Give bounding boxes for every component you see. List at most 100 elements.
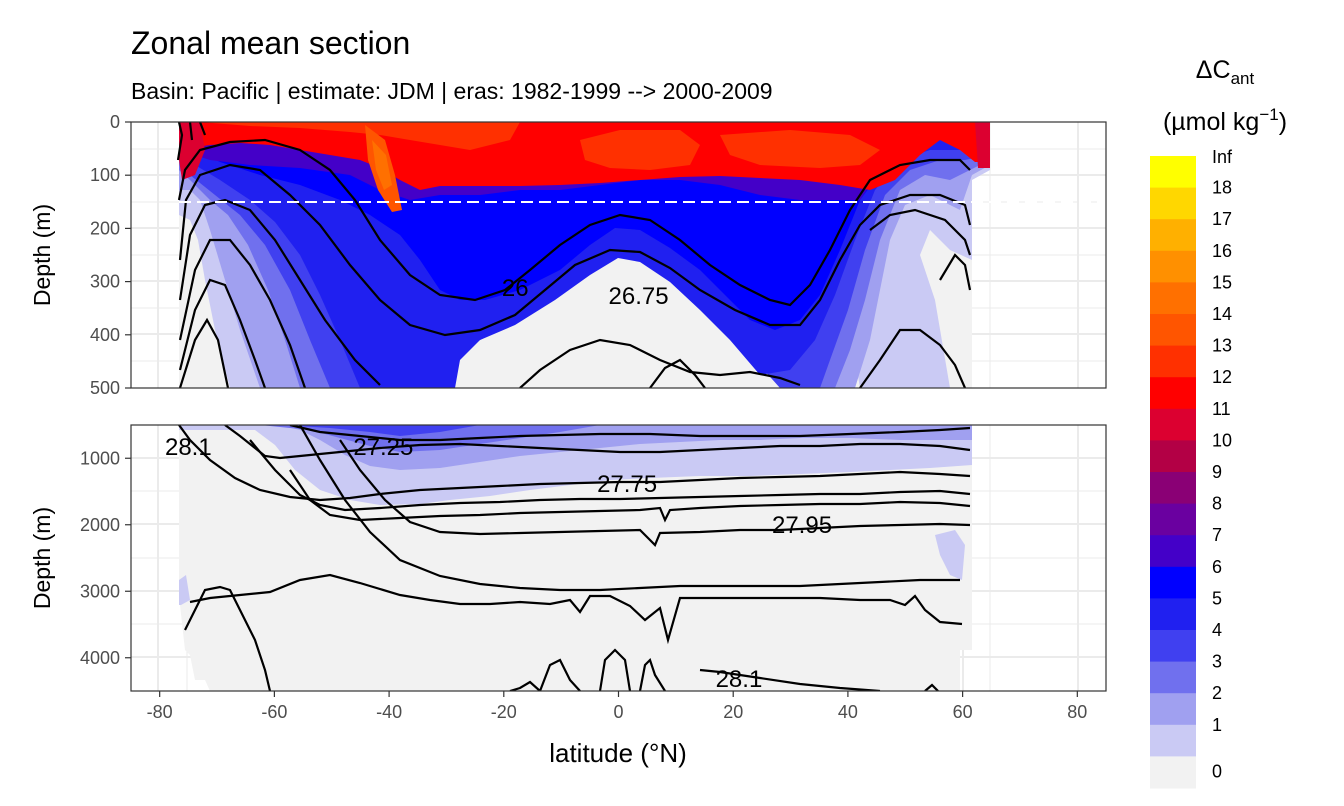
y-tick-label: 4000 <box>80 648 120 668</box>
legend-key-label: 3 <box>1212 652 1222 672</box>
contour-lower-3 <box>178 425 971 502</box>
legend-key-swatch <box>1150 345 1196 378</box>
legend-key-swatch <box>1150 503 1196 536</box>
x-tick-label: -20 <box>491 702 517 722</box>
legend: ΔCant (µmol kg−1) Inf1817161514131211109… <box>1150 56 1287 789</box>
legend-key-swatch <box>1150 156 1196 189</box>
legend-title-subscript: ant <box>1231 69 1255 88</box>
contour-label: 28.1 <box>165 434 212 461</box>
legend-key-swatch <box>1150 314 1196 347</box>
x-tick-label: -60 <box>261 702 287 722</box>
contour-label: 26.75 <box>609 283 669 310</box>
contour-lower-10 <box>538 658 581 691</box>
contour-lower-12 <box>699 668 881 691</box>
contour-upper-1 <box>177 138 971 307</box>
legend-key-label: 12 <box>1212 367 1232 387</box>
legend-title-main: ΔC <box>1196 56 1231 84</box>
legend-key-label: 11 <box>1212 399 1231 419</box>
legend-key-swatch <box>1150 756 1196 789</box>
contour-upper-9 <box>939 253 972 291</box>
y-tick-label: 1000 <box>80 448 120 468</box>
legend-key-label: 7 <box>1212 525 1222 545</box>
legend-key-swatch <box>1150 187 1196 220</box>
legend-key-label: 5 <box>1212 588 1222 608</box>
legend-key-swatch <box>1150 693 1196 726</box>
lower-heatmap-fill <box>179 425 972 691</box>
legend-key-label: 1 <box>1212 715 1222 735</box>
contour-label: 26 <box>502 275 529 302</box>
upper-contours <box>176 122 972 388</box>
legend-key-label: 2 <box>1212 683 1222 703</box>
lower-contour-labels: 28.1 27.25 27.75 27.95 28.1 <box>165 434 832 693</box>
legend-title: ΔCant <box>1196 56 1255 88</box>
x-axis-label: latitude (°N) <box>549 738 687 768</box>
legend-unit-suffix: ) <box>1279 108 1287 136</box>
contour-lower-13 <box>924 683 939 691</box>
contour-upper-8 <box>859 328 967 388</box>
y-axis-label-lower: Depth (m) <box>29 507 55 609</box>
legend-key-swatch <box>1150 408 1196 441</box>
x-axis: -80 -60 -40 -20 0 20 40 60 80 <box>147 691 1087 722</box>
lower-y-axis: 1000 2000 3000 4000 <box>80 448 131 668</box>
contour-lower-1 <box>289 425 971 442</box>
contour-lower-8 <box>189 573 963 645</box>
contour-label: 27.95 <box>772 512 832 539</box>
contour-lower-4 <box>249 439 971 512</box>
y-tick-label: 300 <box>90 272 120 292</box>
legend-key-label: 6 <box>1212 557 1222 577</box>
contour-upper-4 <box>178 238 307 388</box>
lower-panel: 28.1 27.25 27.75 27.95 28.1 1000 2000 3000 4000 <box>80 424 1107 693</box>
upper-panel-border <box>130 121 1107 389</box>
legend-key-label: 0 <box>1212 761 1222 781</box>
legend-key-label: 17 <box>1212 209 1232 229</box>
lower-contours <box>178 425 971 691</box>
y-tick-label: 100 <box>90 165 120 185</box>
legend-unit-superscript: −1 <box>1259 105 1278 124</box>
legend-key-swatch <box>1150 724 1196 757</box>
legend-key-swatch <box>1150 630 1196 663</box>
contour-lower-9 <box>299 425 960 592</box>
legend-unit-prefix: (µmol kg <box>1163 108 1259 136</box>
legend-key-swatch <box>1150 377 1196 410</box>
contour-lower-6 <box>339 439 971 547</box>
contour-label: 28.1 <box>716 666 763 693</box>
contour-lower-11 <box>509 648 666 691</box>
x-tick-label: -40 <box>376 702 402 722</box>
legend-key-label: 4 <box>1212 620 1222 640</box>
legend-key-swatch <box>1150 219 1196 252</box>
contour-lower-7 <box>184 585 272 691</box>
x-tick-label: 0 <box>613 702 623 722</box>
legend-key-swatch <box>1150 440 1196 473</box>
legend-key-label: 8 <box>1212 494 1222 514</box>
upper-heatmap-fill <box>179 122 990 388</box>
contour-upper-6 <box>178 317 230 388</box>
contour-upper-11 <box>176 122 207 161</box>
y-tick-label: 200 <box>90 218 120 238</box>
legend-key-swatch <box>1150 661 1196 694</box>
legend-key-label: 15 <box>1212 272 1232 292</box>
contour-upper-5 <box>178 278 267 388</box>
x-tick-label: 20 <box>723 702 743 722</box>
legend-key-label: Inf <box>1212 147 1233 167</box>
legend-key-label: 13 <box>1212 336 1232 356</box>
contour-lower-5 <box>289 469 971 523</box>
y-tick-label: 400 <box>90 325 120 345</box>
contour-lower-2 <box>224 425 971 460</box>
x-tick-label: 40 <box>838 702 858 722</box>
contour-label: 27.25 <box>353 434 413 461</box>
legend-key-swatch <box>1150 566 1196 599</box>
contour-upper-7 <box>519 338 801 388</box>
contour-upper-3 <box>178 198 381 386</box>
legend-key-swatch <box>1150 282 1196 315</box>
upper-panel: 26 26.75 0 100 200 300 400 500 <box>90 112 1107 398</box>
x-tick-label: -80 <box>147 702 173 722</box>
upper-contour-labels: 26 26.75 <box>502 275 669 310</box>
legend-key-swatch <box>1150 472 1196 505</box>
legend-unit: (µmol kg−1) <box>1163 105 1287 136</box>
legend-key-swatch <box>1150 250 1196 283</box>
legend-key-label: 10 <box>1212 430 1232 450</box>
x-tick-label: 80 <box>1067 702 1087 722</box>
y-axis-label-upper: Depth (m) <box>29 204 55 306</box>
y-tick-label: 2000 <box>80 515 120 535</box>
